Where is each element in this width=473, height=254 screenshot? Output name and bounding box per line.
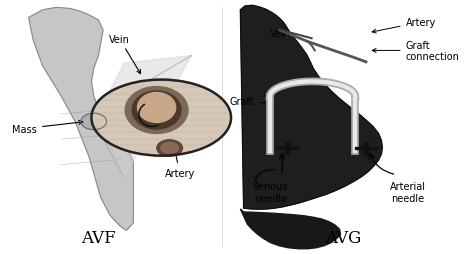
Ellipse shape: [81, 114, 106, 130]
Text: Arterial
needle: Arterial needle: [390, 181, 426, 203]
Ellipse shape: [125, 87, 188, 134]
Text: Vein: Vein: [270, 29, 290, 39]
Ellipse shape: [157, 140, 183, 157]
Text: AVG: AVG: [324, 229, 361, 246]
Ellipse shape: [132, 92, 181, 130]
Text: Mass: Mass: [12, 121, 83, 134]
Polygon shape: [240, 6, 382, 209]
Ellipse shape: [161, 143, 178, 154]
Bar: [355, 147, 377, 150]
Text: Venous
needle: Venous needle: [253, 181, 289, 203]
Text: Artery: Artery: [372, 18, 436, 34]
Bar: [276, 147, 298, 150]
Text: Vein: Vein: [109, 34, 140, 74]
Text: AVF: AVF: [81, 229, 116, 246]
Text: Graft
connection: Graft connection: [372, 40, 459, 62]
Circle shape: [91, 80, 231, 156]
Polygon shape: [29, 8, 133, 231]
Ellipse shape: [138, 93, 175, 123]
Bar: [285, 142, 289, 154]
Text: Artery: Artery: [165, 146, 195, 178]
Polygon shape: [240, 209, 341, 249]
Polygon shape: [101, 56, 192, 178]
Bar: [364, 142, 368, 154]
Text: Graft: Graft: [230, 97, 272, 107]
